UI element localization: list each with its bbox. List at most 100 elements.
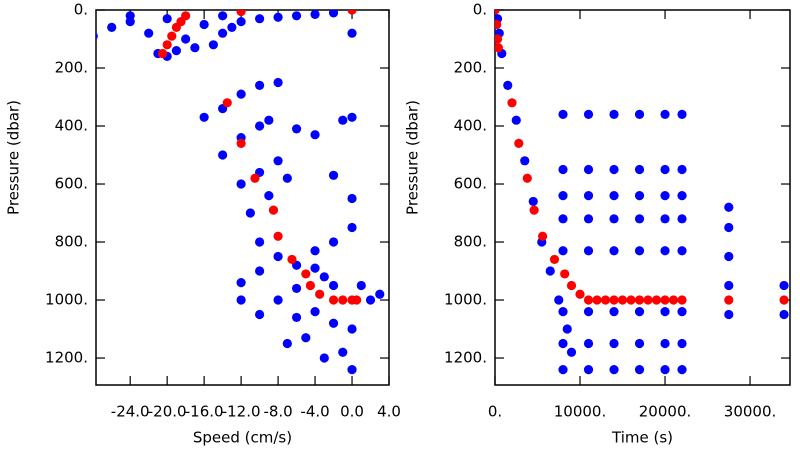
x-tick-label: 20000. [639,403,692,421]
point [724,251,734,262]
point [634,307,645,317]
point [634,246,645,256]
point [522,173,532,183]
point [287,254,297,265]
point [660,109,670,120]
point [162,40,172,50]
point [282,173,292,183]
point [236,17,246,27]
point [199,112,209,122]
point [634,109,645,120]
y-tick-label: 400. [55,117,88,135]
point [328,295,339,305]
point [558,164,568,175]
point [328,280,339,291]
point [96,32,98,40]
point [291,124,302,134]
point [634,191,645,201]
point [600,295,611,305]
point [609,214,619,224]
y-axis-label: Pressure (dbar) [5,100,23,215]
point [157,48,168,59]
x-tick-label: 30000. [724,403,777,421]
point [609,365,619,375]
point [328,318,339,328]
point [779,280,789,291]
point [236,10,246,17]
point [592,295,602,305]
x-tick-label: -24.0 [111,403,150,421]
point [609,109,619,120]
point [583,164,594,175]
point [558,214,568,224]
points [495,10,789,375]
x-tick-label: -20.0 [148,403,187,421]
point [558,191,568,201]
point [677,365,687,375]
point [677,295,687,305]
x-tick-label: 10000. [554,403,607,421]
point [291,283,302,294]
point [190,43,200,53]
point [558,109,568,120]
point [162,14,172,24]
x-tick-label: -8.0 [263,403,292,421]
point [347,10,357,15]
point [609,246,619,256]
points [96,10,385,375]
point [268,205,279,215]
point [218,150,228,160]
point [529,205,539,215]
y-tick-label: 1200. [45,349,88,367]
point [562,324,572,334]
point [609,307,619,317]
point [609,164,619,175]
plot-frame [95,9,390,386]
point [347,28,357,38]
point [503,80,513,91]
x-tick-label: -4.0 [300,403,329,421]
point [566,280,577,291]
point [538,231,548,241]
point [273,156,283,166]
point [171,46,182,56]
point [507,98,517,108]
point [208,40,218,50]
point [724,309,734,320]
point [495,10,500,15]
point [264,191,274,201]
point [291,11,302,21]
point [181,34,191,44]
point [609,191,619,201]
point [634,214,645,224]
point [328,237,339,247]
point [245,208,255,218]
point [660,246,670,256]
point [677,338,687,349]
point [495,43,503,53]
point [254,266,265,276]
y-tick-label: 600. [55,175,88,193]
point [583,365,594,375]
point [575,289,585,299]
point [273,251,283,262]
point [347,112,357,122]
point [511,115,521,125]
point [125,11,135,21]
point [310,130,320,140]
point [273,77,283,88]
point [365,295,376,305]
point [668,295,679,305]
point [347,324,357,334]
point [558,338,568,349]
point [310,10,320,19]
point [273,295,283,305]
point [328,170,339,180]
point [724,295,734,305]
point [495,19,502,30]
point [677,214,687,224]
point [724,202,734,212]
point [660,164,670,175]
point [545,266,555,276]
